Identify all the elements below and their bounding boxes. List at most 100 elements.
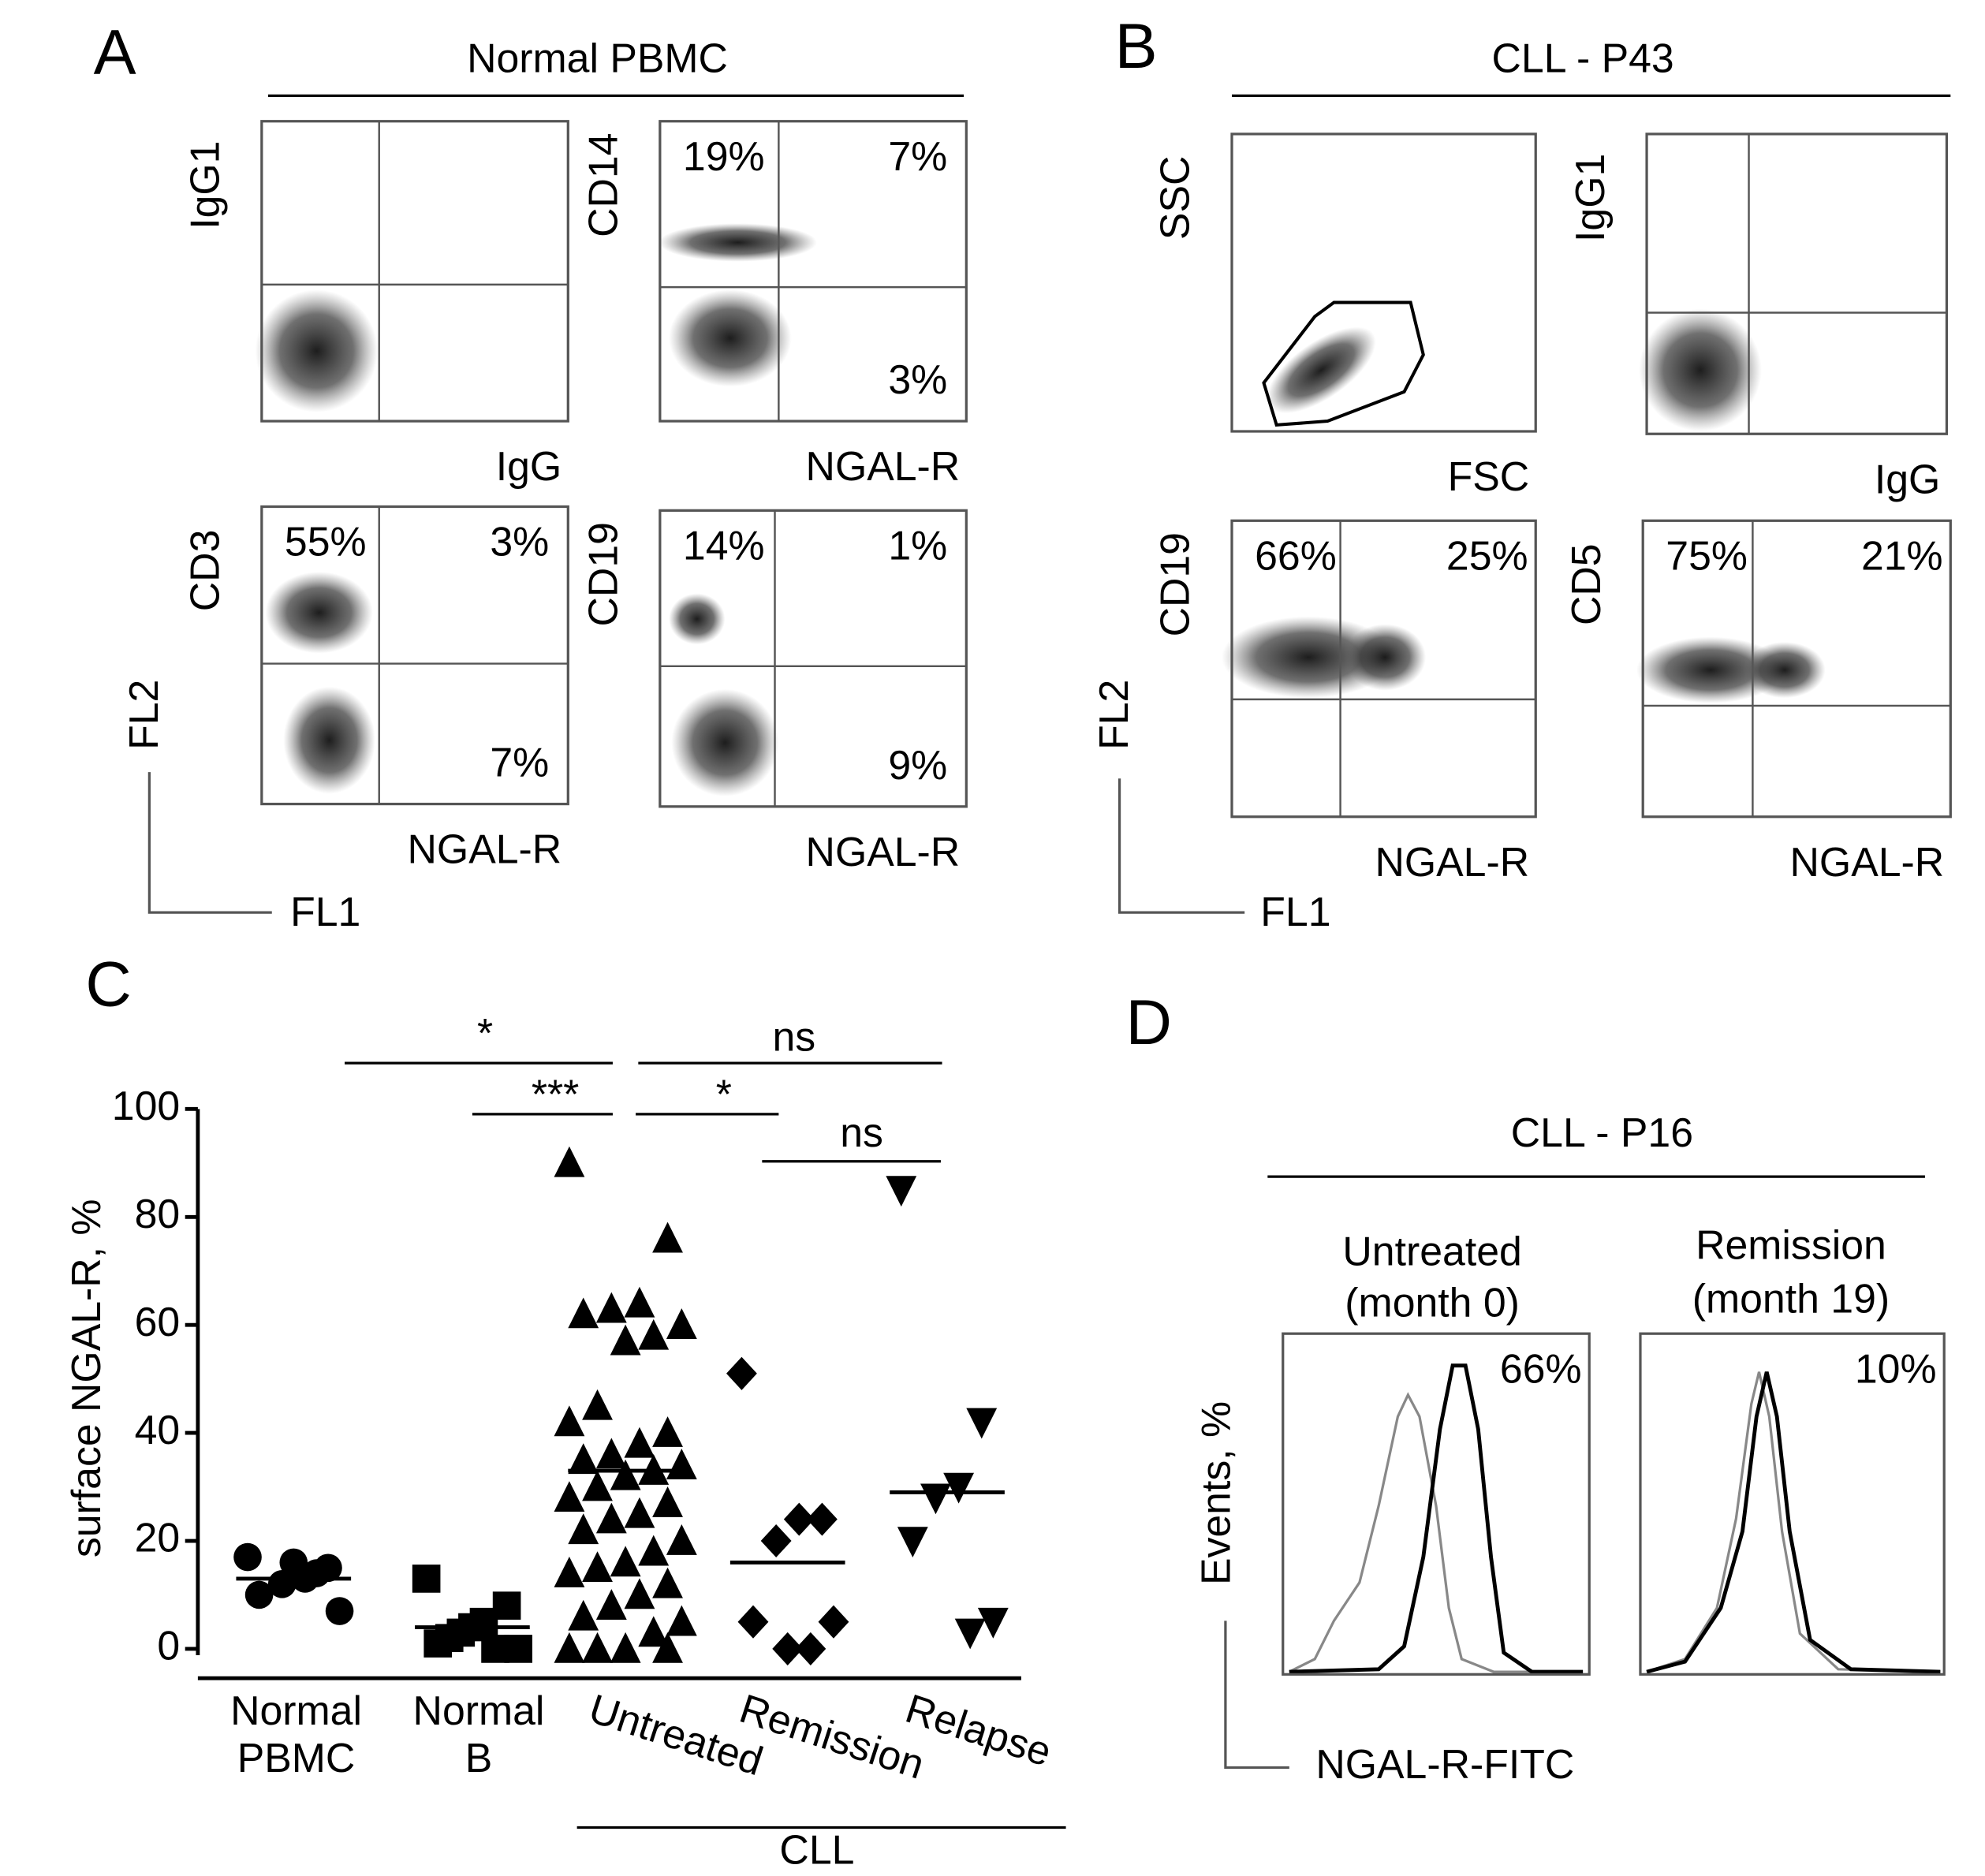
data-point (244, 1580, 274, 1609)
x-axis-label: NGAL-R (1790, 839, 1945, 885)
data-point (652, 1221, 683, 1253)
quadrant-percent: 25% (1446, 533, 1528, 579)
x-tick-label: Normal (413, 1688, 545, 1733)
data-point (638, 1616, 670, 1647)
data-point (610, 1459, 641, 1490)
plot-frame (1230, 519, 1537, 819)
event-cloud (1744, 642, 1826, 699)
data-point (554, 1632, 585, 1663)
histogram-percent: 10% (1855, 1345, 1937, 1391)
histogram-frame (1282, 1332, 1591, 1676)
y-axis-label: CD19 (1152, 532, 1198, 636)
data-point (568, 1599, 599, 1631)
quadrant-percent: 21% (1861, 533, 1943, 579)
event-cloud (671, 688, 779, 796)
quadrant-percent: 55% (285, 519, 367, 565)
y-axis-label: CD19 (580, 522, 626, 626)
panel-title: CLL - P16 (1511, 1110, 1693, 1155)
data-point (760, 1524, 792, 1558)
data-point (568, 1443, 599, 1475)
data-point (624, 1497, 655, 1528)
histogram-title: Remission (1696, 1221, 1886, 1267)
plot-frame (659, 509, 968, 808)
quadrant-percent: 9% (888, 742, 947, 788)
axis-label: FL1 (1260, 889, 1330, 934)
quadrant-percent: 66% (1255, 533, 1337, 579)
data-point (595, 1438, 627, 1469)
x-axis-label: NGAL-R (1375, 839, 1529, 885)
panel-letter: B (1115, 11, 1158, 82)
panel-letter: C (85, 949, 131, 1020)
y-tick-label: 80 (135, 1191, 181, 1236)
y-axis-label: IgG1 (1567, 154, 1613, 242)
y-tick-label: 60 (135, 1299, 181, 1345)
x-tick-label: B (465, 1735, 493, 1781)
data-point (412, 1565, 441, 1593)
data-point (624, 1578, 655, 1609)
x-tick-label: Normal (230, 1688, 362, 1733)
data-point (652, 1632, 683, 1663)
data-point (806, 1502, 838, 1536)
significance-label: ns (840, 1110, 883, 1155)
data-point (624, 1286, 655, 1318)
event-cloud (669, 593, 726, 645)
x-tick-label: Remission (734, 1685, 930, 1788)
data-point (638, 1535, 670, 1566)
data-point (897, 1527, 928, 1558)
panel-letter: A (94, 17, 136, 88)
data-point (652, 1486, 683, 1517)
plot-frame (260, 120, 569, 423)
axis-label: FL1 (290, 889, 360, 934)
y-axis-label: Events, % (1192, 1401, 1238, 1585)
axis-label: FL2 (121, 680, 166, 750)
event-cloud (1222, 616, 1396, 699)
event-cloud (1266, 326, 1376, 414)
x-axis-label: NGAL-R (806, 443, 961, 489)
group-label: CLL (779, 1827, 854, 1873)
axis-corner (1117, 778, 1245, 914)
histogram-ngal-r (1646, 1371, 1941, 1674)
significance-label: * (716, 1071, 732, 1117)
plot-frame (659, 120, 968, 423)
x-axis-label: NGAL-R (408, 826, 562, 872)
data-point (652, 1567, 683, 1598)
event-cloud (669, 289, 792, 387)
data-point (279, 1548, 308, 1577)
data-point (554, 1405, 585, 1437)
histogram-percent: 66% (1500, 1345, 1582, 1391)
y-axis-label: IgG1 (182, 141, 228, 229)
event-cloud (255, 289, 379, 412)
data-point (624, 1427, 655, 1458)
data-point (595, 1292, 627, 1323)
y-axis-label: CD14 (580, 132, 626, 237)
x-axis-label: FSC (1448, 453, 1530, 499)
histogram-title: (month 0) (1345, 1279, 1520, 1325)
significance-label: *** (532, 1071, 579, 1117)
significance-label: * (477, 1010, 493, 1056)
data-point (943, 1472, 975, 1504)
data-point (966, 1408, 998, 1439)
y-axis-label: SSC (1152, 156, 1198, 240)
data-point (554, 1481, 585, 1512)
quadrant-percent: 14% (683, 523, 765, 569)
axis-corner (147, 772, 272, 914)
data-point (638, 1318, 670, 1350)
data-point (818, 1605, 849, 1639)
data-point (954, 1618, 986, 1650)
quadrant-percent: 3% (888, 356, 947, 402)
y-tick-label: 20 (135, 1515, 181, 1561)
data-point (595, 1502, 627, 1534)
histogram-title: Untreated (1342, 1229, 1521, 1274)
histogram-ngal-r (1289, 1363, 1584, 1674)
data-point (582, 1389, 613, 1420)
x-axis-label: IgG (496, 443, 562, 489)
y-axis-label: CD5 (1563, 543, 1609, 625)
data-point (783, 1502, 815, 1536)
quadrant-percent: 75% (1666, 533, 1748, 579)
histogram-title: (month 19) (1692, 1275, 1890, 1321)
data-point (666, 1524, 697, 1555)
data-point (325, 1597, 354, 1625)
data-point (666, 1308, 697, 1339)
data-point (568, 1513, 599, 1545)
